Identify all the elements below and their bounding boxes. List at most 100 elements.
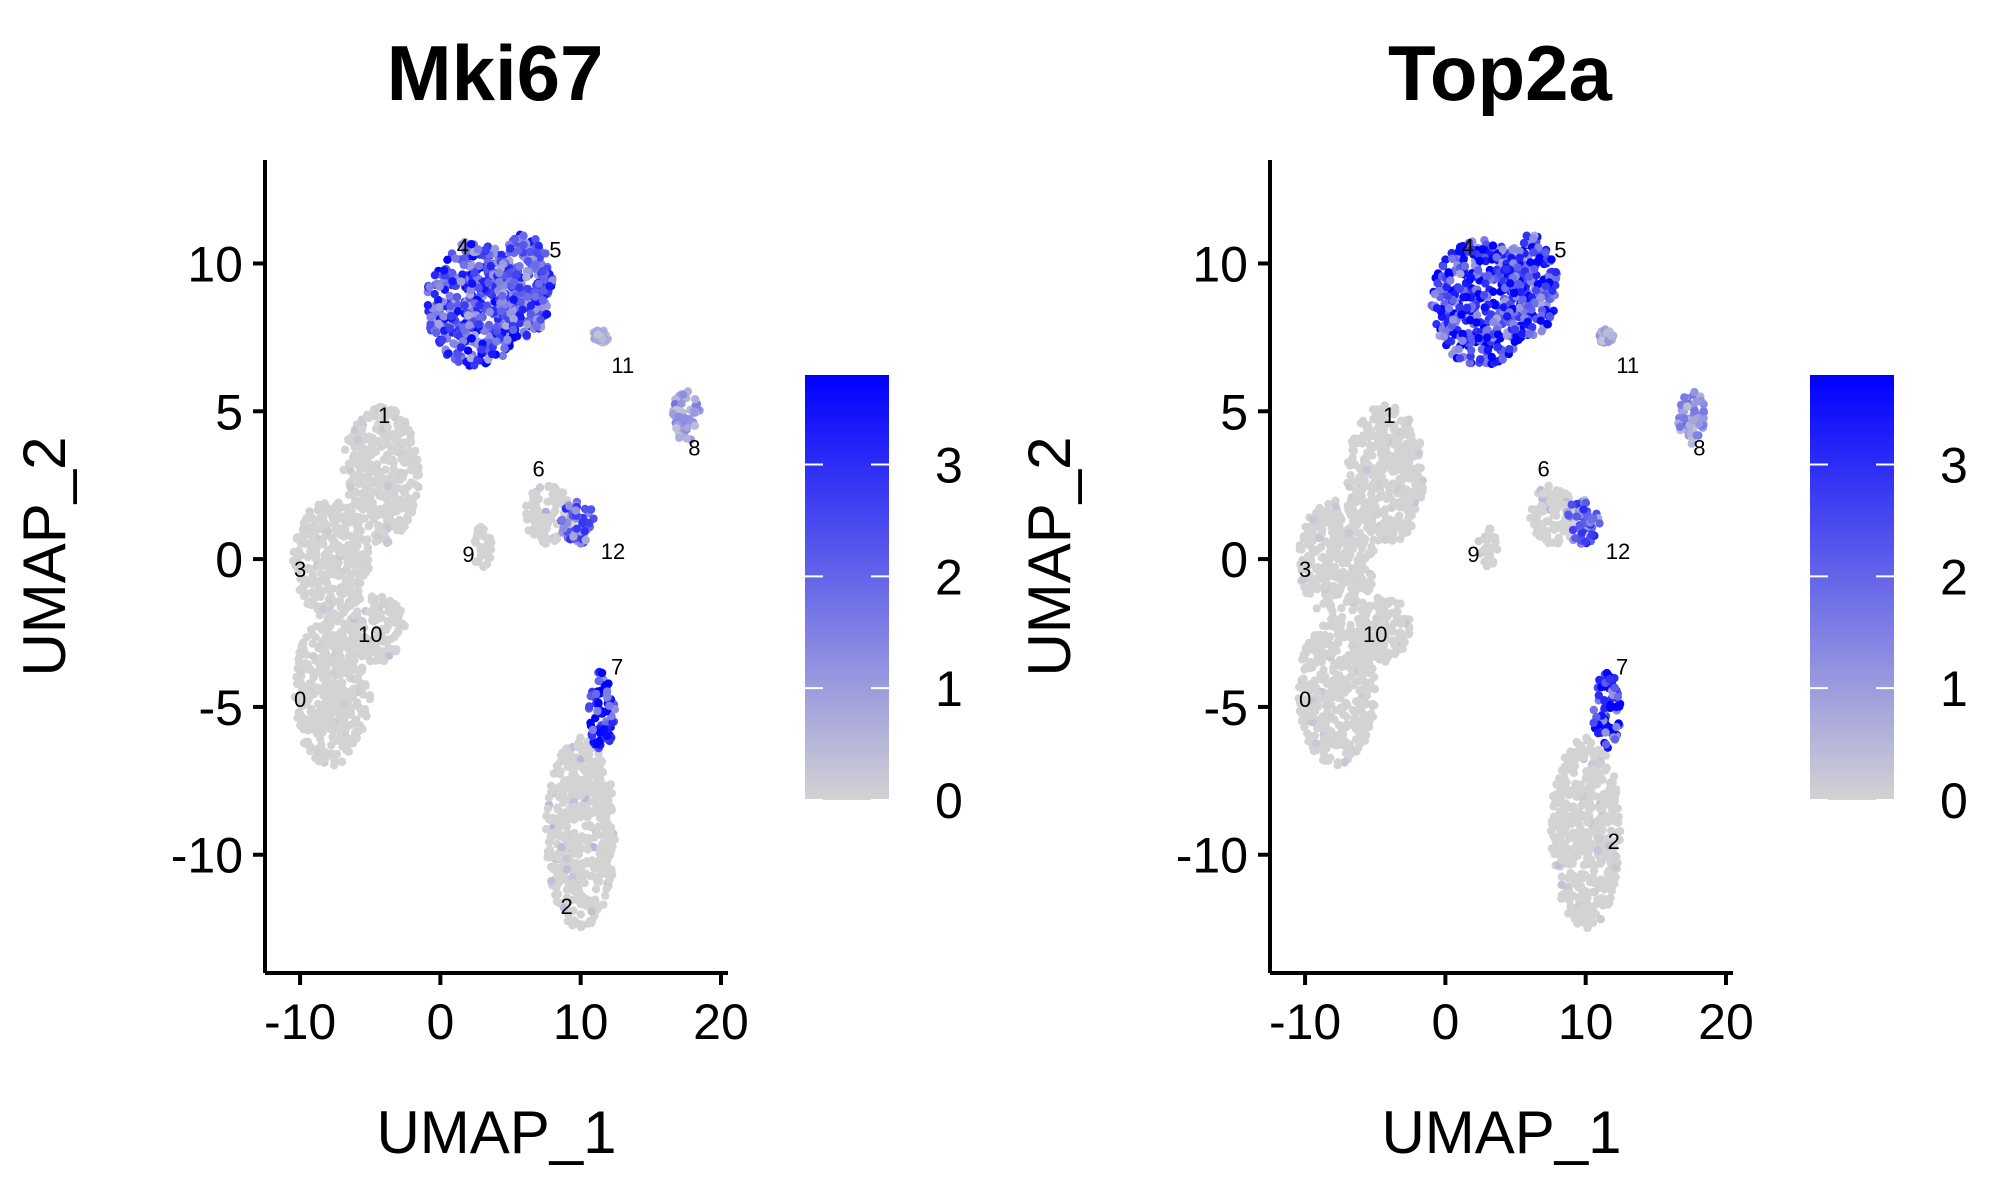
point (359, 492, 368, 502)
point (534, 279, 543, 288)
point (430, 271, 440, 280)
point (1602, 794, 1612, 804)
point (526, 309, 535, 319)
point (558, 488, 568, 497)
point (346, 570, 356, 579)
point (494, 268, 504, 278)
point (324, 584, 333, 594)
point (1320, 649, 1330, 658)
point (296, 681, 305, 690)
point (404, 494, 414, 503)
point (1396, 521, 1405, 531)
point (313, 699, 323, 709)
point (316, 524, 325, 534)
point (411, 480, 420, 489)
point (602, 884, 611, 893)
point (448, 277, 457, 286)
point (329, 761, 339, 770)
point (1430, 289, 1440, 299)
point (1355, 704, 1364, 713)
point (572, 761, 581, 770)
point (1488, 241, 1498, 250)
point (1326, 712, 1336, 721)
point (317, 622, 326, 631)
point (680, 414, 689, 423)
point (324, 688, 333, 697)
point (1502, 312, 1512, 321)
point (1576, 895, 1586, 904)
point (382, 411, 391, 420)
point (1363, 681, 1372, 690)
point (1560, 524, 1569, 533)
x-tick-label: -10 (1269, 994, 1341, 1050)
point (1601, 728, 1610, 737)
point (305, 507, 314, 516)
point (334, 646, 343, 656)
point (549, 492, 558, 501)
point (590, 872, 599, 881)
y-tick-label: -10 (1176, 828, 1248, 884)
point (345, 560, 354, 569)
point (337, 757, 347, 766)
point (327, 749, 336, 758)
point (1546, 493, 1555, 503)
point (1374, 528, 1384, 537)
point (484, 278, 493, 288)
point (339, 666, 348, 675)
point (397, 454, 406, 464)
point (545, 282, 554, 291)
point (1573, 829, 1583, 838)
point (460, 301, 469, 310)
point (1316, 542, 1326, 552)
point (445, 291, 454, 301)
point (381, 455, 391, 464)
point (458, 270, 467, 279)
point (396, 526, 406, 535)
point (1544, 538, 1553, 548)
point (1456, 269, 1465, 279)
point (1320, 724, 1330, 733)
point (368, 440, 378, 449)
point (1458, 336, 1467, 345)
point (1345, 720, 1354, 730)
y-tick-label: 10 (1192, 236, 1248, 292)
point (467, 334, 476, 343)
point (599, 900, 608, 909)
point (330, 560, 339, 570)
point (580, 878, 589, 888)
point (597, 668, 607, 678)
point (1386, 494, 1396, 504)
point (1487, 352, 1496, 362)
point (337, 503, 346, 512)
point (538, 296, 548, 305)
point (1310, 731, 1320, 741)
point (1560, 839, 1570, 848)
point (1584, 847, 1594, 856)
y-tick-label: 0 (1220, 532, 1248, 588)
point (346, 482, 355, 492)
point (376, 504, 386, 514)
point (1321, 756, 1330, 765)
point (377, 491, 387, 500)
point (1455, 284, 1465, 294)
point (1484, 271, 1493, 280)
point (334, 653, 343, 662)
cluster-label: 10 (358, 622, 382, 647)
point (1362, 457, 1371, 467)
point (1600, 813, 1610, 822)
point (316, 641, 325, 650)
point (1370, 701, 1379, 710)
point (1355, 473, 1364, 482)
point (492, 337, 501, 346)
point (584, 764, 593, 773)
point (1333, 760, 1342, 770)
point (1338, 552, 1348, 561)
point (573, 777, 583, 786)
point (326, 591, 335, 601)
point (1567, 819, 1576, 828)
point (1336, 512, 1345, 521)
point (547, 787, 556, 796)
point (500, 344, 509, 353)
point (1315, 506, 1325, 515)
point (322, 650, 331, 659)
